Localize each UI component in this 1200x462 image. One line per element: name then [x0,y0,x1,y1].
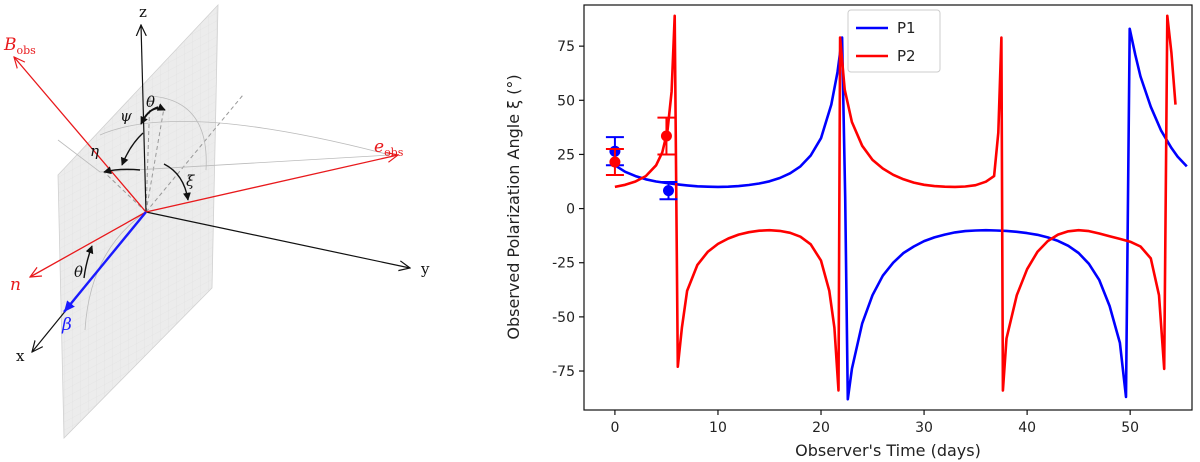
legend-label-p1: P1 [897,19,916,37]
series-line-p2 [614,14,1177,392]
y-tick-label: -25 [552,256,575,272]
x-tick-label: 10 [709,420,727,436]
b-obs-vector [14,57,147,213]
x-axis-label: x [16,347,25,365]
observed-point-p2 [605,148,624,177]
legend: P1 P2 [847,9,941,73]
observed-point-p1 [659,180,678,201]
e-obs-vector [145,155,398,213]
data-point-marker [609,156,621,168]
plot-content [605,14,1188,401]
series-line-p1 [614,27,1188,401]
beta-label: β [61,315,72,335]
theta-top-arc-back [140,106,159,125]
x-axis-title: Observer's Time (days) [795,441,981,460]
projection-guides [103,94,244,213]
e-obs-label: eobs [374,137,404,159]
y-tick-label: 75 [557,39,575,55]
x-tick-label: 40 [1018,420,1036,436]
data-point-marker [660,130,672,142]
b-obs-label: Bobs [3,35,36,57]
y-axis-label: y [420,260,430,278]
b-obs-main: B [3,35,17,55]
legend-label-p2: P2 [897,47,916,65]
geometry-diagram: z y x Bobs eobs n β θ ψ η ξ θ [3,3,430,439]
theta-bottom-arc [83,245,94,279]
y-ticks: -75 -50 -25 0 25 50 75 [552,39,584,380]
polarization-angle-chart: 0 10 20 30 40 50 -75 -50 -25 0 25 50 75 Observer's … [504,4,1193,460]
b-obs-sub: obs [17,44,37,57]
eta-label: η [90,142,99,160]
observed-points [605,116,678,201]
x-ticks: 0 10 20 30 40 50 [610,410,1139,436]
psi-label: ψ [120,107,132,125]
y-tick-label: -50 [552,310,575,326]
theta-top-label: θ [146,93,155,111]
y-tick-label: 50 [557,93,575,109]
x-tick-label: 0 [610,420,619,436]
xi-label: ξ [186,172,195,190]
eta-arc [103,166,141,175]
legend-box [847,9,941,73]
e-obs-sub: obs [384,146,404,159]
x-tick-label: 30 [915,420,933,436]
xi-arc [163,163,191,201]
y-axis [145,211,410,268]
construction-lines [57,95,391,331]
n-label: n [10,275,21,295]
y-tick-label: 0 [566,202,575,218]
data-point-marker [663,185,675,197]
theta-bottom-label: θ [74,263,83,281]
series-lines [614,14,1188,401]
e-obs-main: e [374,137,384,157]
observed-point-p2 [657,116,676,156]
psi-arc [120,132,144,166]
beta-vector [63,211,147,313]
n-vector [30,211,147,277]
y-axis-title: Observed Polarization Angle ξ (°) [504,74,523,339]
x-tick-label: 50 [1121,420,1139,436]
z-axis-label: z [139,3,147,21]
x-tick-label: 20 [812,420,830,436]
y-tick-label: 25 [557,147,575,163]
y-tick-label: -75 [552,364,575,380]
